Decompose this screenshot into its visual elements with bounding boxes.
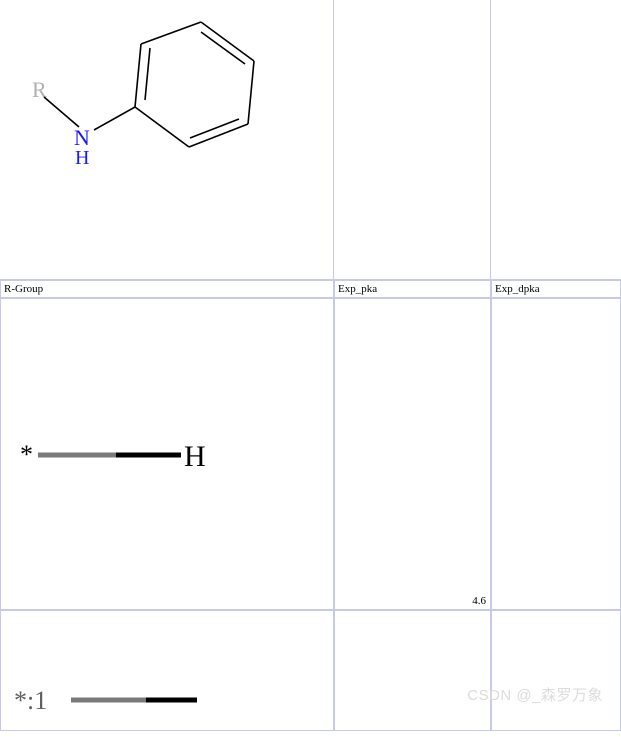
rgroup-structure-1: *:1	[1, 611, 335, 732]
header-label: Exp_pka	[338, 283, 377, 295]
cell-exp-dpka-row1[interactable]	[491, 610, 621, 731]
cell-exp-dpka-row0[interactable]	[491, 298, 621, 610]
scaffold-structure: R N H	[0, 0, 334, 280]
header-label: Exp_dpka	[495, 283, 540, 295]
cell-exp-pka-row1[interactable]	[334, 610, 491, 731]
cell-value: 4.6	[472, 595, 486, 607]
rgroup-structure-0: * H	[1, 299, 335, 611]
attachment-star: *:1	[14, 686, 47, 715]
cell-rgroup-row0[interactable]: * H	[0, 298, 334, 610]
column-header-rgroup[interactable]: R-Group	[0, 280, 334, 298]
h-label: H	[75, 147, 89, 169]
scaffold-panel-col1	[334, 0, 491, 280]
benzene-ring	[135, 22, 254, 147]
attachment-star: *	[20, 440, 33, 469]
rgroup-atom: H	[184, 440, 206, 473]
column-header-exp-pka[interactable]: Exp_pka	[334, 280, 491, 298]
cell-rgroup-row1[interactable]: *:1	[0, 610, 334, 731]
watermark: CSDN @_森罗万象	[467, 684, 603, 705]
header-label: R-Group	[4, 283, 43, 295]
scaffold-panel: R N H	[0, 0, 334, 280]
column-header-exp-dpka[interactable]: Exp_dpka	[491, 280, 621, 298]
cell-exp-pka-row0[interactable]: 4.6	[334, 298, 491, 610]
scaffold-panel-col2	[491, 0, 621, 280]
